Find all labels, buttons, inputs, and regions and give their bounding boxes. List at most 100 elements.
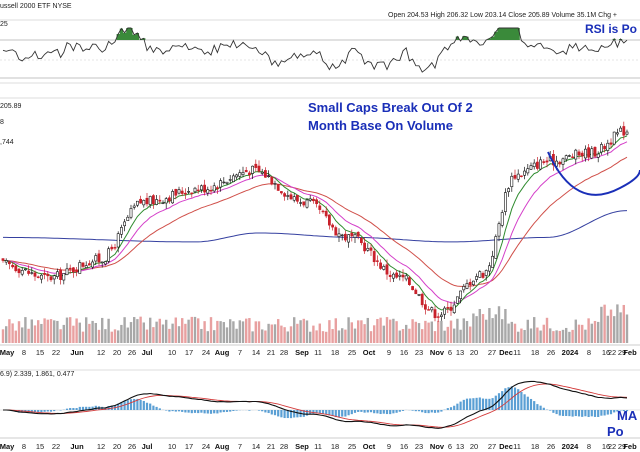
macd-histogram-bar <box>491 398 494 410</box>
macd-histogram-bar <box>533 401 536 410</box>
volume-bar <box>587 318 590 343</box>
macd-histogram-bar <box>315 410 318 414</box>
date-tick-label: Aug <box>215 442 230 451</box>
volume-bar <box>619 312 622 343</box>
volume-bar <box>299 320 302 343</box>
date-tick-label: Feb <box>623 442 637 451</box>
macd-histogram-bar <box>504 388 507 410</box>
rsi-panel: 25 RSI is Po <box>0 19 640 84</box>
macd-histogram-bar <box>456 403 459 410</box>
volume-bar <box>577 324 581 343</box>
macd-histogram-bar <box>379 410 382 415</box>
date-tick-label: 13 <box>456 442 464 451</box>
volume-bar <box>357 320 360 343</box>
volume-bar <box>382 325 385 343</box>
volume-bar <box>481 314 485 343</box>
macd-histogram-bar <box>43 410 46 412</box>
volume-bar <box>421 329 424 343</box>
candle <box>606 139 610 156</box>
macd-histogram-bar <box>565 410 568 416</box>
date-tick-label: 27 <box>488 442 496 451</box>
macd-histogram-bar <box>248 410 251 411</box>
candle <box>177 186 181 195</box>
candle <box>507 187 511 197</box>
macd-histogram-bar <box>453 405 456 410</box>
macd-histogram-bar <box>305 410 309 416</box>
macd-histogram-bar <box>581 410 584 417</box>
candle <box>439 311 443 321</box>
candle <box>283 192 287 201</box>
candle <box>142 199 146 208</box>
candle <box>235 173 239 180</box>
candle <box>359 237 363 246</box>
volume-bar <box>411 319 414 343</box>
volume-bar <box>424 320 427 343</box>
date-tick-label: 16 <box>602 348 610 357</box>
candle <box>30 267 34 275</box>
macd-histogram-bar <box>446 408 449 410</box>
candle <box>327 214 331 230</box>
macd-histogram-bar <box>136 398 139 410</box>
volume-bar <box>17 321 21 343</box>
date-tick-label: 17 <box>185 348 193 357</box>
volume-bars <box>1 304 629 343</box>
macd-histogram-bar <box>17 410 21 413</box>
macd-histogram-bar <box>88 406 91 410</box>
macd-histogram-bar <box>478 397 481 410</box>
macd-annotation-line1: MA <box>617 408 638 423</box>
volume-bar <box>613 316 616 343</box>
volume-bar <box>200 328 203 343</box>
candle <box>593 146 597 159</box>
volume-bar <box>8 319 11 343</box>
candle <box>311 196 315 204</box>
volume-bar <box>475 316 478 343</box>
volume-bar <box>69 317 72 343</box>
macd-histogram-bar <box>440 410 443 412</box>
volume-bar <box>408 328 411 343</box>
volume-bar <box>293 317 296 343</box>
candle <box>107 246 111 264</box>
macd-histogram-bar <box>129 399 133 410</box>
candle <box>97 249 101 266</box>
macd-histogram-bar <box>312 410 315 414</box>
macd-histogram-bar <box>30 410 33 413</box>
volume-bar <box>376 318 379 343</box>
macd-histogram-bar <box>277 410 280 417</box>
volume-bar <box>21 327 24 343</box>
candle <box>257 160 261 173</box>
candle <box>184 188 187 199</box>
volume-bar <box>81 331 85 343</box>
date-tick-label: 15 <box>36 348 44 357</box>
macd-histogram-bar <box>72 408 75 410</box>
macd-histogram-bar <box>414 410 417 412</box>
volume-bar <box>526 319 529 343</box>
candle <box>388 270 392 283</box>
date-tick-label: 7 <box>238 348 242 357</box>
candle <box>587 143 591 162</box>
candle <box>110 244 114 252</box>
candle <box>39 273 43 284</box>
volume-bar <box>305 320 309 343</box>
candle <box>4 258 8 266</box>
candle <box>420 292 424 308</box>
candle <box>52 274 56 285</box>
ma-mid-line <box>3 141 628 304</box>
candle <box>132 203 136 210</box>
volume-bar <box>286 331 289 343</box>
candle <box>88 260 91 266</box>
candle <box>596 151 600 163</box>
volume-bar <box>353 328 357 343</box>
macd-histogram-bar <box>264 410 267 413</box>
volume-bar <box>43 318 46 343</box>
candle <box>484 269 488 281</box>
macd-histogram-bar <box>318 410 321 414</box>
macd-histogram-bar <box>213 410 216 414</box>
candle <box>391 272 395 283</box>
volume-bar <box>142 322 145 343</box>
volume-bar <box>219 321 222 343</box>
macd-histogram-bar <box>520 391 523 410</box>
candle <box>526 163 530 176</box>
volume-bar <box>238 320 241 343</box>
price-annotation-line2: Month Base On Volume <box>308 118 453 133</box>
volume-bar <box>366 317 369 343</box>
